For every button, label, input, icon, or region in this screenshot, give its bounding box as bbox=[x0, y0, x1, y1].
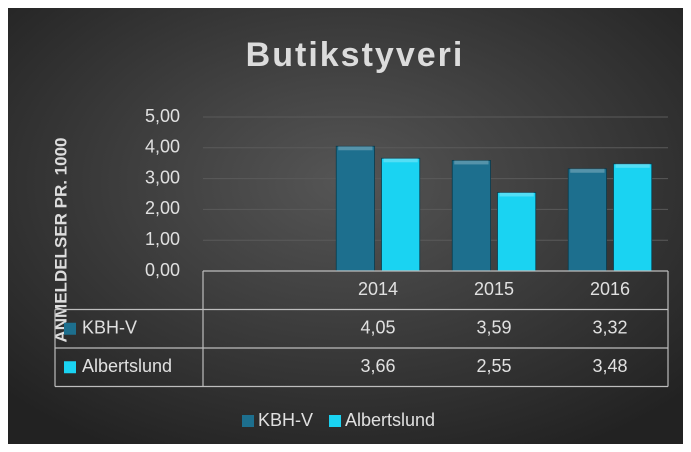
y-tick-label: 0,00 bbox=[145, 260, 180, 280]
table-series-label: KBH-V bbox=[82, 318, 137, 338]
bar bbox=[381, 157, 421, 272]
table-value: 3,66 bbox=[360, 356, 395, 376]
bar-highlight bbox=[383, 158, 418, 163]
bar bbox=[567, 168, 607, 272]
bar-highlight bbox=[499, 192, 534, 197]
legend-label: KBH-V bbox=[258, 410, 313, 430]
legend-key bbox=[329, 415, 342, 427]
table-value: 3,32 bbox=[592, 318, 627, 338]
table-legend-key bbox=[64, 361, 76, 374]
bar-highlight bbox=[338, 146, 373, 151]
bar bbox=[335, 145, 375, 272]
table-legend-key bbox=[64, 322, 76, 335]
y-tick-label: 3,00 bbox=[145, 167, 180, 187]
y-tick-label: 5,00 bbox=[145, 106, 180, 126]
chart-title: Butikstyveri bbox=[246, 36, 465, 74]
y-tick-label: 1,00 bbox=[145, 229, 180, 249]
bar bbox=[613, 163, 653, 272]
y-axis-label: ANMELDELSER PR. 1000 bbox=[51, 138, 70, 343]
x-tick-label: 2015 bbox=[474, 279, 514, 299]
bar-highlight bbox=[615, 163, 650, 168]
legend-key bbox=[242, 415, 254, 427]
bar-highlight bbox=[570, 168, 605, 173]
bar bbox=[497, 192, 537, 272]
table-value: 3,48 bbox=[592, 356, 627, 376]
table-value: 3,59 bbox=[476, 318, 511, 338]
table-value: 2,55 bbox=[476, 356, 511, 376]
x-tick-label: 2016 bbox=[590, 279, 630, 299]
bar bbox=[451, 160, 491, 272]
x-tick-label: 2014 bbox=[358, 279, 398, 299]
y-tick-label: 4,00 bbox=[145, 137, 180, 157]
table-series-label: Albertslund bbox=[82, 356, 172, 376]
bar-highlight bbox=[454, 160, 489, 165]
y-tick-label: 2,00 bbox=[145, 198, 180, 218]
legend-label: Albertslund bbox=[345, 410, 435, 430]
table-value: 4,05 bbox=[360, 318, 395, 338]
